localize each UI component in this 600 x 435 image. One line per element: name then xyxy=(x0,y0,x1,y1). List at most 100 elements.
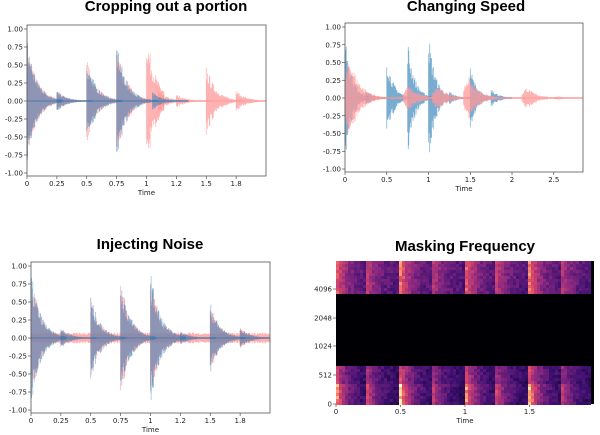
spectrogram-cell xyxy=(525,375,528,378)
spectrogram-cell xyxy=(387,369,390,372)
spectrogram-cell xyxy=(564,270,567,273)
spectrogram-cell xyxy=(564,372,567,375)
spectrogram-cell xyxy=(582,288,585,291)
spectrogram-cell xyxy=(525,291,528,294)
spectrogram-cell xyxy=(534,402,537,405)
spectrogram-cell xyxy=(519,399,522,402)
spectrogram-cell xyxy=(531,402,534,405)
spectrogram-cell xyxy=(483,366,486,369)
spectrogram-cell xyxy=(486,282,489,285)
spectrogram-cell xyxy=(399,276,402,279)
spectrogram-cell xyxy=(426,399,429,402)
spectrogram-cell xyxy=(441,402,444,405)
spectrogram-cell xyxy=(411,285,414,288)
spectrogram-cell xyxy=(387,390,390,393)
spectrogram-cell xyxy=(477,372,480,375)
spectrogram-cell xyxy=(471,378,474,381)
spectrogram-cell xyxy=(465,261,468,264)
spectrogram-cell xyxy=(351,291,354,294)
spectrogram-cell xyxy=(525,273,528,276)
spectrogram-cell xyxy=(546,393,549,396)
spectrogram-cell xyxy=(501,381,504,384)
spectrogram-cell xyxy=(372,366,375,369)
spectrogram-cell xyxy=(564,381,567,384)
spectrogram-cell xyxy=(504,291,507,294)
spectrogram-cell xyxy=(549,393,552,396)
spectrogram-cell xyxy=(558,387,561,390)
spectrogram-cell xyxy=(387,402,390,405)
spectrogram-cell xyxy=(342,390,345,393)
spectrogram-cell xyxy=(450,396,453,399)
spectrogram-cell xyxy=(411,279,414,282)
spectrogram-cell xyxy=(513,261,516,264)
spectrogram-cell xyxy=(582,285,585,288)
spectrogram-cell xyxy=(426,402,429,405)
spectrogram-cell xyxy=(582,369,585,372)
spectrogram-cell xyxy=(414,399,417,402)
spectrogram-cell xyxy=(390,267,393,270)
spectrogram-cell xyxy=(399,396,402,399)
spectrogram-cell xyxy=(339,264,342,267)
spectrogram-cell xyxy=(567,282,570,285)
spectrogram-cell xyxy=(540,288,543,291)
spectrogram-cell xyxy=(483,378,486,381)
spectrogram-cell xyxy=(336,267,339,270)
x-tick-label: 0.75 xyxy=(113,417,129,425)
spectrogram-cell xyxy=(453,366,456,369)
spectrogram-cell xyxy=(558,273,561,276)
spectrogram-cell xyxy=(552,387,555,390)
spectrogram-cell xyxy=(459,270,462,273)
spectrogram-cell xyxy=(531,285,534,288)
spectrogram-cell xyxy=(372,384,375,387)
spectrogram-cell xyxy=(384,282,387,285)
spectrogram-cell xyxy=(438,393,441,396)
spectrogram-cell xyxy=(588,270,591,273)
spectrogram-cell xyxy=(462,390,465,393)
spectrogram-cell xyxy=(351,273,354,276)
spectrogram-cell xyxy=(528,291,531,294)
y-tick-label: -1.00 xyxy=(9,407,27,415)
spectrogram-cell xyxy=(351,261,354,264)
spectrogram-cell xyxy=(495,276,498,279)
spectrogram-cell xyxy=(462,267,465,270)
spectrogram-cell xyxy=(447,279,450,282)
spectrogram-cell xyxy=(498,261,501,264)
spectrogram-cell xyxy=(402,381,405,384)
spectrogram-cell xyxy=(531,264,534,267)
spectrogram-cell xyxy=(504,273,507,276)
waveform-event-slowed xyxy=(521,88,558,108)
spectrogram-cell xyxy=(585,270,588,273)
spectrogram-cell xyxy=(480,402,483,405)
spectrogram-cell xyxy=(348,288,351,291)
spectrogram-cell xyxy=(528,402,531,405)
spectrogram-cell xyxy=(582,402,585,405)
spectrogram-cell xyxy=(495,396,498,399)
spectrogram-cell xyxy=(450,387,453,390)
spectrogram-cell xyxy=(492,384,495,387)
spectrogram-cell xyxy=(345,279,348,282)
spectrogram-cell xyxy=(393,402,396,405)
spectrogram-cell xyxy=(369,399,372,402)
spectrogram-cell xyxy=(471,369,474,372)
spectrogram-cell xyxy=(390,396,393,399)
spectrogram-cell xyxy=(495,264,498,267)
spectrogram-cell xyxy=(429,387,432,390)
spectrogram-cell xyxy=(360,273,363,276)
spectrogram-cell xyxy=(486,384,489,387)
spectrogram-cell xyxy=(558,384,561,387)
spectrogram-cell xyxy=(465,273,468,276)
spectrogram-cell xyxy=(336,384,339,387)
spectrogram-cell xyxy=(573,372,576,375)
spectrogram-cell xyxy=(423,282,426,285)
spectrogram-cell xyxy=(375,393,378,396)
spectrogram-cell xyxy=(567,276,570,279)
spectrogram-cell xyxy=(339,390,342,393)
spectrogram-cell xyxy=(519,396,522,399)
spectrogram-cell xyxy=(468,276,471,279)
spectrogram-cell xyxy=(432,291,435,294)
spectrogram-cell xyxy=(432,276,435,279)
spectrogram-cell xyxy=(489,366,492,369)
spectrogram-cell xyxy=(474,267,477,270)
spectrogram-cell xyxy=(348,384,351,387)
spectrogram-cell xyxy=(429,282,432,285)
